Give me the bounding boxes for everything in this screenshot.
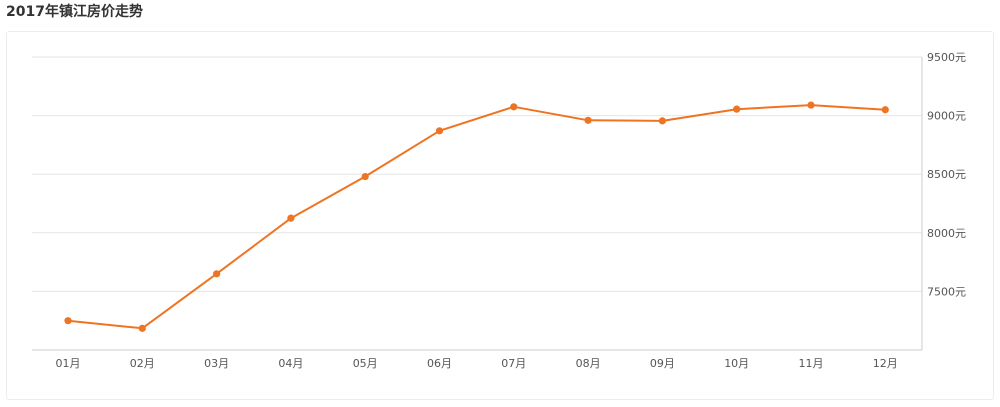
x-tick-label: 03月 — [204, 357, 229, 370]
data-point[interactable] — [584, 116, 592, 124]
x-tick-label: 08月 — [576, 357, 601, 370]
x-tick-label: 11月 — [799, 357, 824, 370]
page-title: 2017年镇江房价走势 — [6, 4, 143, 20]
x-tick-label: 01月 — [56, 357, 81, 370]
x-tick-label: 06月 — [427, 357, 452, 370]
series-price — [64, 101, 889, 332]
data-point[interactable] — [733, 105, 741, 113]
data-point[interactable] — [881, 106, 889, 114]
y-tick-label: 8500元 — [927, 168, 966, 181]
x-tick-label: 02月 — [130, 357, 155, 370]
data-point[interactable] — [510, 103, 518, 111]
y-tick-label: 7500元 — [927, 285, 966, 298]
data-point[interactable] — [807, 101, 815, 109]
chart-panel — [6, 31, 994, 400]
x-axis-ticks: 01月 02月 03月 04月 05月 06月 07月 08月 09月 10月 11月 12月 — [56, 357, 898, 370]
y-tick-label: 9000元 — [927, 110, 966, 123]
x-tick-label: 05月 — [353, 357, 378, 370]
x-tick-label: 10月 — [724, 357, 749, 370]
series-line — [67, 104, 886, 330]
y-tick-label: 8000元 — [927, 227, 966, 240]
data-point[interactable] — [287, 214, 295, 222]
data-point[interactable] — [64, 317, 72, 325]
x-tick-label: 04月 — [278, 357, 303, 370]
data-point[interactable] — [435, 127, 444, 135]
data-point[interactable] — [361, 172, 369, 181]
y-axis-ticks: 7500元 8000元 8500元 9000元 9500元 — [927, 51, 966, 298]
x-tick-label: 07月 — [501, 357, 526, 370]
gridlines — [32, 56, 922, 292]
data-point[interactable] — [138, 324, 146, 332]
data-point[interactable] — [213, 270, 221, 278]
x-tick-label: 12月 — [873, 357, 898, 370]
data-point[interactable] — [658, 117, 667, 125]
x-tick-label: 09月 — [650, 357, 675, 370]
axes — [32, 57, 923, 351]
y-tick-label: 9500元 — [927, 51, 966, 64]
